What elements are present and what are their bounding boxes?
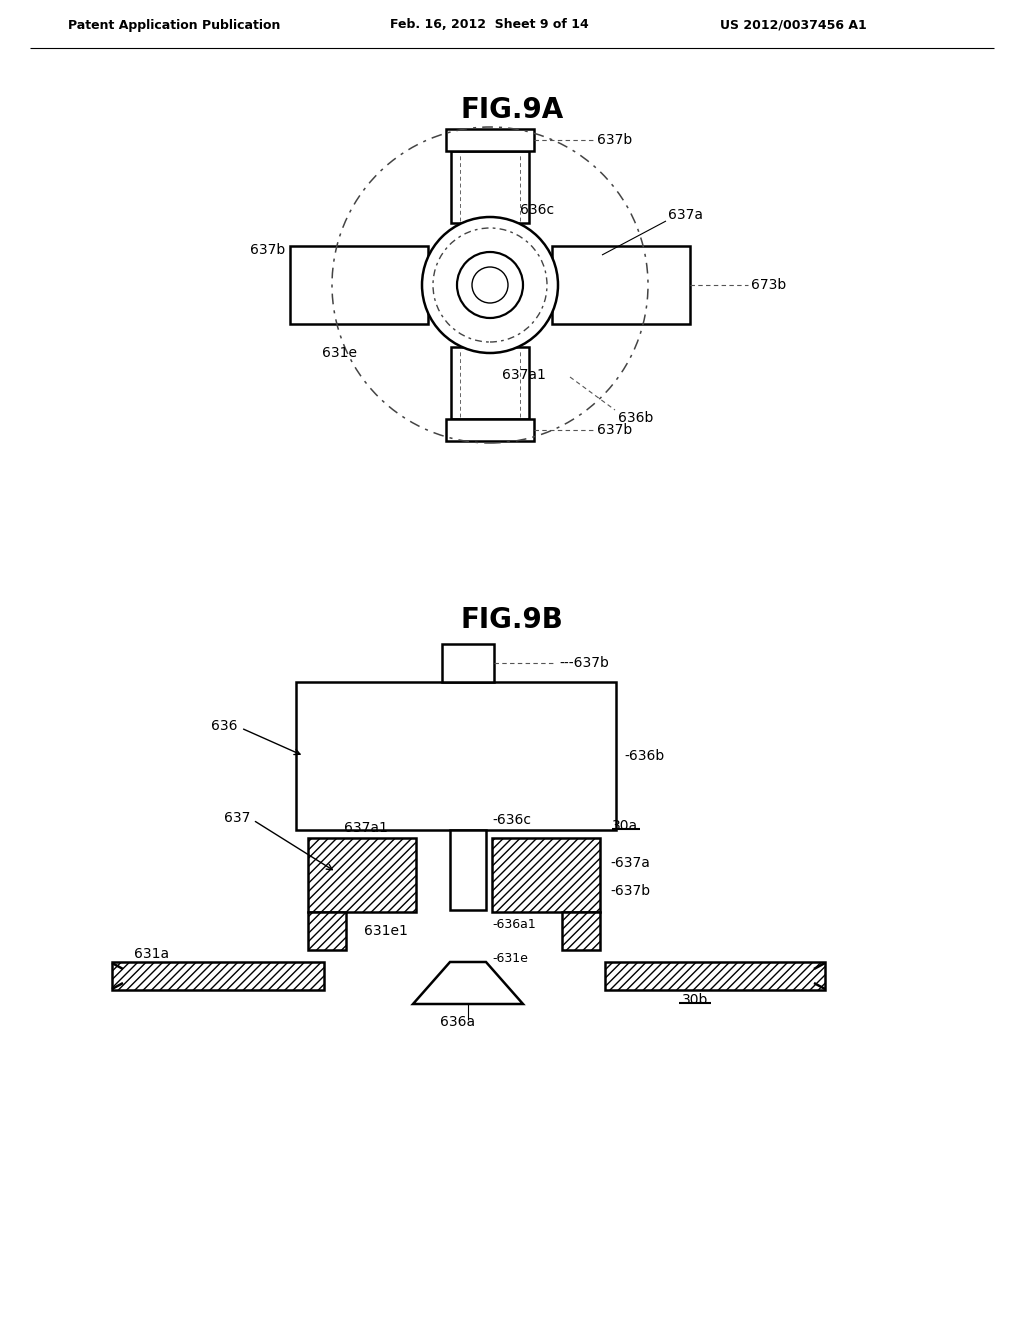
Text: 631e: 631e xyxy=(322,346,357,360)
Text: 30b: 30b xyxy=(682,993,709,1007)
Text: -637b: -637b xyxy=(610,884,650,898)
Text: 673b: 673b xyxy=(751,279,786,292)
Bar xyxy=(446,418,534,441)
Text: 637: 637 xyxy=(223,810,250,825)
Text: Patent Application Publication: Patent Application Publication xyxy=(68,18,281,32)
Text: 637b: 637b xyxy=(597,133,632,147)
Bar xyxy=(450,830,486,909)
Text: 637a: 637a xyxy=(668,209,703,222)
Bar xyxy=(296,682,616,830)
Bar xyxy=(308,912,346,950)
Bar xyxy=(112,962,324,990)
Text: -631e: -631e xyxy=(492,952,528,965)
Text: 637a1: 637a1 xyxy=(502,368,546,381)
Text: 631e1: 631e1 xyxy=(364,924,408,939)
Text: FIG.9B: FIG.9B xyxy=(461,606,563,634)
Text: -636a1: -636a1 xyxy=(492,919,536,932)
Text: 636: 636 xyxy=(212,719,238,733)
Text: 636c: 636c xyxy=(520,203,554,216)
Text: US 2012/0037456 A1: US 2012/0037456 A1 xyxy=(720,18,866,32)
Text: 30a: 30a xyxy=(612,818,638,833)
Bar xyxy=(605,962,825,990)
Text: 637b: 637b xyxy=(250,243,285,257)
Text: Feb. 16, 2012  Sheet 9 of 14: Feb. 16, 2012 Sheet 9 of 14 xyxy=(390,18,589,32)
Text: ---637b: ---637b xyxy=(559,656,609,671)
Bar xyxy=(552,246,690,323)
Bar xyxy=(492,838,600,912)
Text: FIG.9A: FIG.9A xyxy=(461,96,563,124)
Circle shape xyxy=(422,216,558,352)
Bar xyxy=(442,644,494,682)
Text: 636a: 636a xyxy=(440,1015,475,1030)
Bar xyxy=(308,838,416,912)
Bar xyxy=(451,150,529,223)
Bar xyxy=(446,129,534,150)
Text: 631a: 631a xyxy=(134,946,169,961)
Text: -636b: -636b xyxy=(624,748,665,763)
Text: -636c: -636c xyxy=(492,813,531,828)
Text: 636b: 636b xyxy=(618,411,653,425)
Polygon shape xyxy=(413,962,523,1005)
Text: 637a1: 637a1 xyxy=(344,821,388,836)
Text: -637a: -637a xyxy=(610,855,650,870)
Bar xyxy=(290,246,428,323)
Bar xyxy=(562,912,600,950)
Text: 637b: 637b xyxy=(597,422,632,437)
Bar xyxy=(451,347,529,418)
